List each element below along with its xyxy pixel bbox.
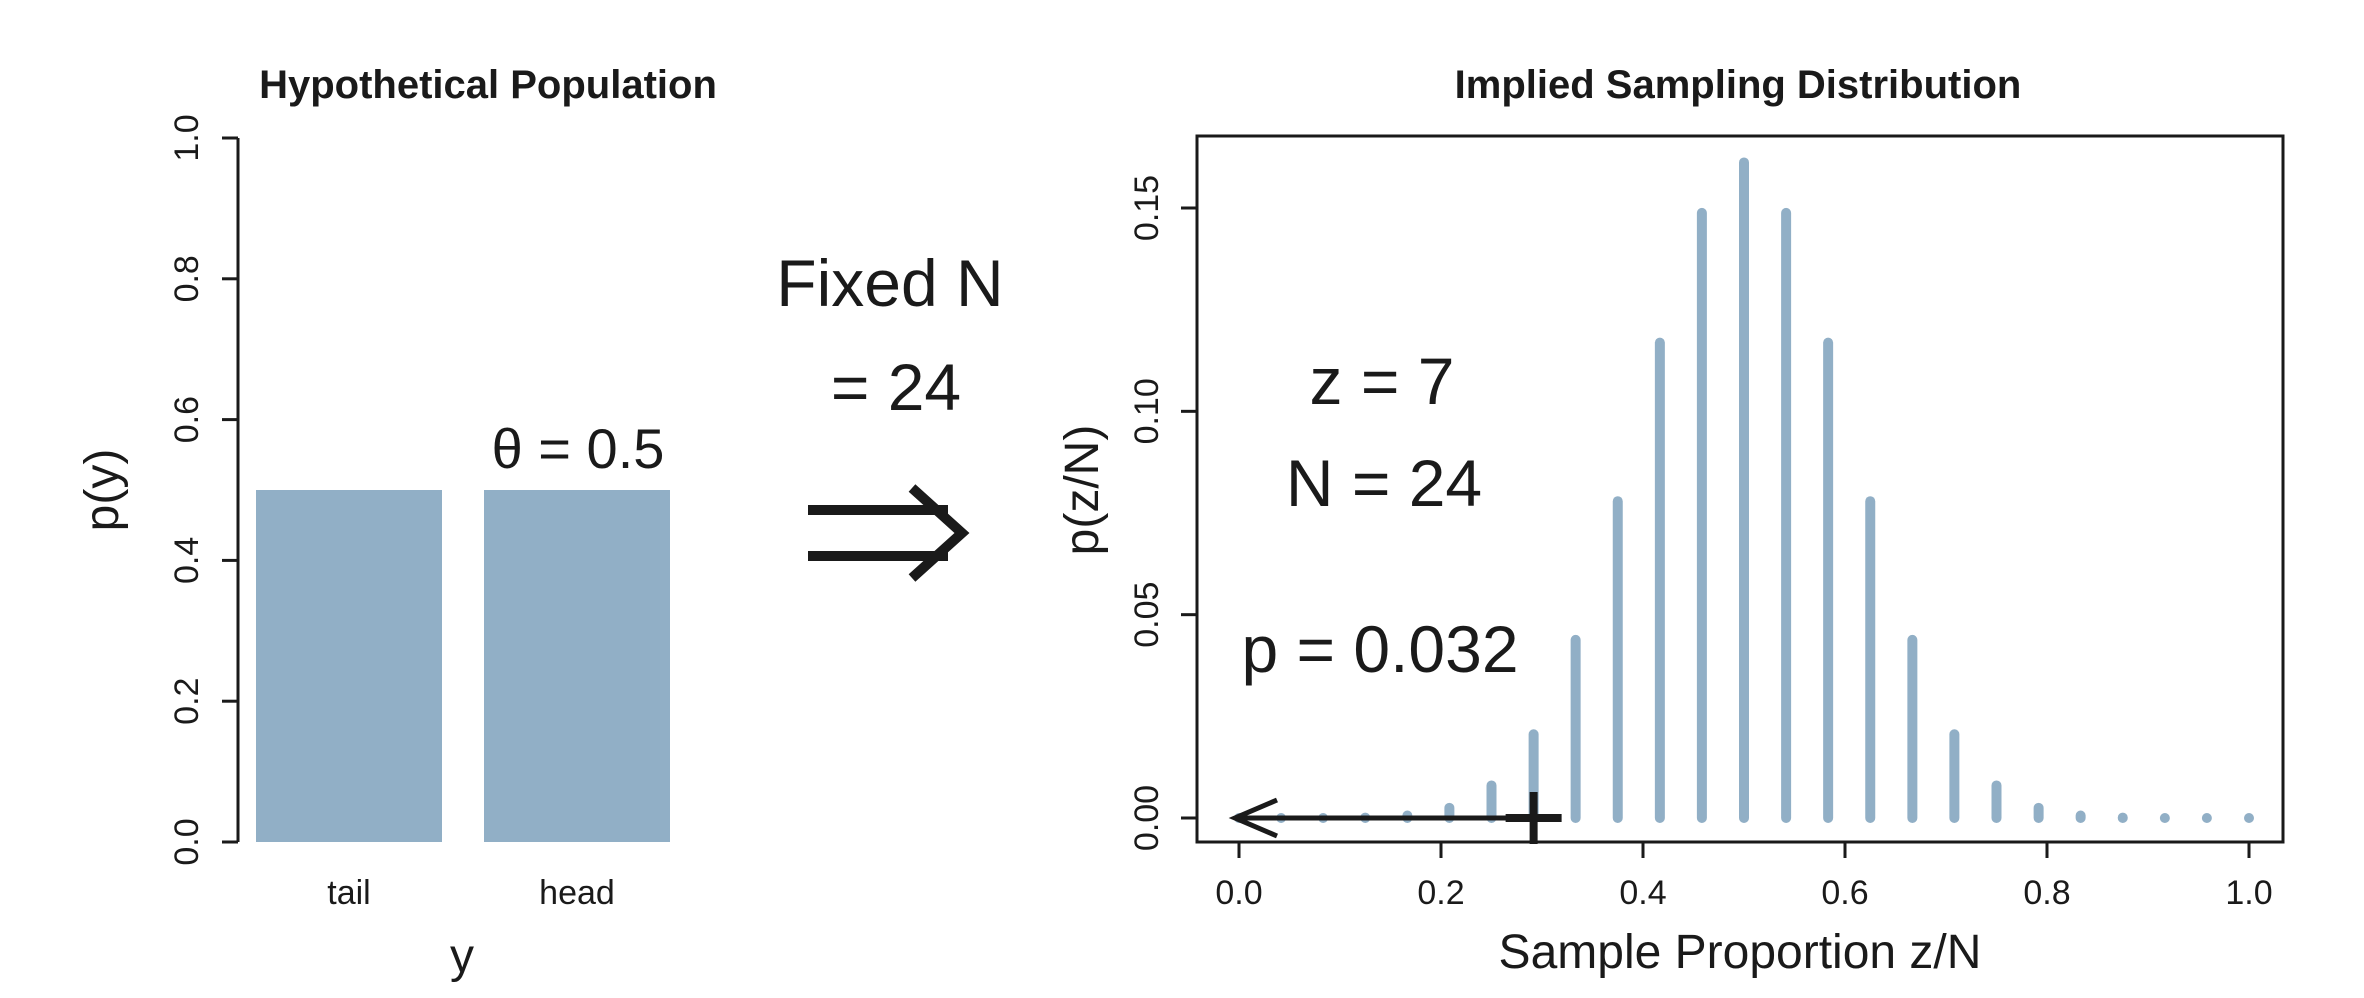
left-category-labels: tail head [327,874,615,912]
right-x-tick-label: 0.6 [1821,874,1868,912]
fixed-n-line2: = 24 [831,350,961,424]
left-y-tick-label: 1.0 [168,114,206,161]
left-bars [256,490,670,842]
right-x-tick-label: 0.2 [1417,874,1464,912]
tail-arrow-head [1228,797,1278,839]
right-y-axis-label: p(z/N) [1056,425,1109,556]
left-y-tick-label: 0.2 [168,678,206,725]
tail-arrow [1228,792,1562,844]
middle-annotation: Fixed N = 24 [776,246,1004,582]
p-value-annotation: p = 0.032 [1241,612,1518,686]
implies-arrow [808,484,970,582]
right-x-tick-label: 0.0 [1215,874,1262,912]
right-x-tick-label: 0.4 [1619,874,1666,912]
left-y-tick-label: 0.0 [168,818,206,865]
theta-annotation: θ = 0.5 [492,417,665,480]
right-y-tick-label: 0.00 [1128,785,1166,851]
left-bar [484,490,670,842]
right-x-tick-label: 0.8 [2023,874,2070,912]
left-y-axis-label: p(y) [76,449,129,532]
left-bar [256,490,442,842]
left-panel: Hypothetical Population 0.0 0.2 0.4 0.6 0.8 1… [76,63,717,983]
left-y-tick-label: 0.6 [168,396,206,443]
right-y-tick-label: 0.10 [1128,378,1166,444]
left-category-label: tail [327,874,370,912]
left-chart-title: Hypothetical Population [259,63,717,107]
left-y-ticks: 0.0 0.2 0.4 0.6 0.8 1.0 [168,114,238,866]
left-x-axis-label: y [450,930,474,983]
right-chart-title: Implied Sampling Distribution [1455,63,2022,107]
right-x-axis-label: Sample Proportion z/N [1499,926,1982,979]
right-y-tick-label: 0.15 [1128,175,1166,241]
right-panel: Implied Sampling Distribution 0.000.050.… [1056,63,2285,979]
right-x-tick-label: 1.0 [2225,874,2272,912]
left-category-label: head [539,874,615,912]
n-annotation: N = 24 [1286,446,1482,520]
fixed-n-line1: Fixed N [776,246,1003,320]
right-y-tick-label: 0.05 [1128,582,1166,648]
right-plot-box [1195,134,2285,844]
right-x-ticks: 0.0 0.2 0.4 0.6 0.8 1.0 [1215,842,2273,912]
left-y-tick-label: 0.4 [168,537,206,584]
left-y-tick-label: 0.8 [168,255,206,302]
z-annotation: z = 7 [1310,344,1455,418]
right-y-ticks: 0.00 0.05 0.10 0.15 [1128,175,1197,851]
